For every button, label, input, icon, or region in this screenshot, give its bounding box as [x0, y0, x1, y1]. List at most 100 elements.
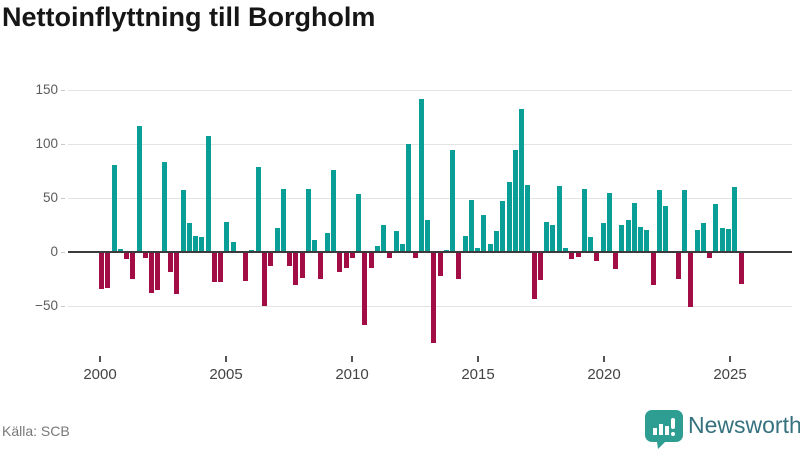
- bar: [330, 169, 336, 252]
- bar: [161, 162, 167, 252]
- y-axis-tick: [61, 89, 65, 91]
- y-tick-label: 0: [50, 244, 58, 259]
- bar: [142, 253, 148, 259]
- newsworthy-wordmark: Newsworthy: [688, 412, 800, 438]
- x-axis-tick: [603, 356, 605, 362]
- bar: [682, 190, 688, 252]
- bar: [663, 205, 669, 252]
- y-tick-label: −50: [35, 298, 58, 313]
- bar: [487, 244, 493, 252]
- bar: [494, 231, 499, 252]
- bar: [700, 222, 706, 252]
- bar: [117, 248, 123, 252]
- bar: [719, 228, 725, 252]
- bar: [738, 253, 744, 285]
- bar: [569, 253, 575, 260]
- gridline: [68, 197, 792, 199]
- bar: [186, 222, 192, 252]
- bar: [99, 253, 104, 289]
- y-tick-label: 50: [42, 190, 58, 205]
- y-axis-tick: [61, 143, 65, 145]
- bar: [613, 253, 619, 270]
- bar: [450, 150, 456, 252]
- chart-title: Nettoinflyttning till Borgholm: [2, 2, 376, 32]
- bar: [638, 227, 644, 252]
- bar: [468, 200, 474, 252]
- x-axis-line: [68, 251, 792, 253]
- bar: [675, 253, 681, 279]
- bar: [631, 203, 637, 252]
- bar: [318, 253, 324, 279]
- bar: [324, 232, 330, 252]
- bar: [418, 98, 424, 252]
- bar: [287, 253, 293, 266]
- bar: [280, 189, 286, 252]
- x-tick-label: 2015: [461, 366, 495, 383]
- bar: [305, 189, 311, 252]
- bar: [462, 235, 468, 252]
- bar: [393, 231, 399, 252]
- bar: [262, 253, 268, 306]
- bar: [205, 136, 211, 252]
- bar: [368, 253, 374, 269]
- bar: [525, 185, 531, 252]
- x-tick-label: 2005: [209, 366, 243, 383]
- bar: [180, 190, 186, 252]
- y-tick-label: 100: [35, 136, 58, 151]
- bar: [105, 253, 111, 288]
- bar: [343, 253, 349, 269]
- bar: [299, 253, 305, 278]
- bar: [374, 245, 380, 252]
- gridline: [68, 143, 792, 145]
- x-tick-label: 2025: [713, 366, 747, 383]
- x-tick-label: 2020: [587, 366, 621, 383]
- bar: [625, 219, 631, 252]
- x-axis-tick: [351, 356, 353, 362]
- bar: [268, 253, 274, 266]
- bar: [356, 193, 362, 252]
- bar: [600, 222, 606, 252]
- bar: [732, 187, 738, 252]
- bar: [224, 221, 230, 252]
- bar: [387, 253, 393, 259]
- y-tick-label: 150: [35, 82, 58, 97]
- bar: [437, 253, 443, 276]
- bar: [218, 253, 224, 283]
- bar: [412, 253, 418, 259]
- x-tick-label: 2010: [335, 366, 369, 383]
- bar: [167, 253, 173, 273]
- x-axis-tick: [477, 356, 479, 362]
- bar: [136, 125, 142, 252]
- x-axis-tick: [225, 356, 227, 362]
- bar: [255, 166, 261, 252]
- bar: [506, 181, 512, 252]
- bar: [606, 192, 612, 252]
- bar: [274, 228, 280, 252]
- bar: [349, 253, 355, 259]
- bar: [657, 190, 663, 252]
- bar: [550, 225, 556, 252]
- bar: [243, 253, 249, 282]
- newsworthy-logo[interactable]: Newsworthy: [644, 409, 800, 449]
- bar: [149, 253, 155, 293]
- source-caption: Källa: SCB: [2, 423, 70, 439]
- bar: [362, 253, 368, 326]
- bar: [431, 253, 437, 343]
- bar: [575, 253, 581, 258]
- bar: [312, 240, 318, 252]
- bar: [443, 249, 449, 252]
- bar: [249, 249, 255, 252]
- x-axis-tick: [729, 356, 731, 362]
- bar: [337, 253, 343, 273]
- newsworthy-icon: [645, 410, 683, 449]
- x-axis-tick: [99, 356, 101, 362]
- bar: [512, 150, 518, 252]
- bar: [562, 247, 568, 252]
- bar: [456, 253, 462, 279]
- x-tick-label: 2000: [83, 366, 117, 383]
- y-axis-tick: [61, 305, 65, 307]
- bar: [556, 186, 562, 252]
- bar: [293, 253, 299, 286]
